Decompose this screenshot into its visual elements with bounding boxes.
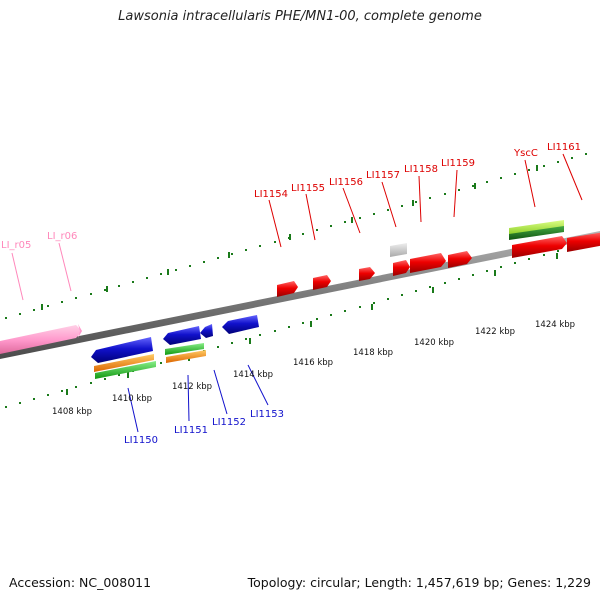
rna-track — [0, 324, 82, 355]
kbp-label: 1424 kbp — [535, 320, 575, 330]
label-LI1159[interactable]: LI1159 — [441, 158, 475, 169]
rna-feature[interactable] — [0, 325, 82, 355]
leader-LI_r06 — [58, 242, 72, 292]
plus-leader-lines — [268, 153, 583, 248]
label-LI1151[interactable]: LI1151 — [174, 425, 208, 436]
minus-strand-genes — [91, 315, 259, 379]
minus-leader-lines — [127, 364, 269, 433]
minus-gene-labels: LI1150 LI1151 LI1152 LI1153 — [124, 409, 284, 446]
label-LI1152[interactable]: LI1152 — [212, 417, 246, 428]
gene-LI1161[interactable] — [567, 232, 600, 252]
feature-green-b[interactable] — [165, 343, 204, 355]
kbp-label: 1414 kbp — [233, 370, 273, 380]
accession-text: Accession: NC_008011 — [9, 575, 152, 590]
tick-track-lower — [5, 242, 587, 408]
label-LI_r05[interactable]: LI_r05 — [1, 240, 31, 251]
gene-LI1158[interactable] — [410, 253, 446, 273]
kbp-label: 1412 kbp — [172, 382, 212, 392]
label-LI1155[interactable]: LI1155 — [291, 183, 325, 194]
rna-gene-labels: LI_r05 LI_r06 — [1, 231, 77, 251]
feature-orange-a[interactable] — [94, 354, 154, 372]
leader-LI1158 — [418, 175, 422, 223]
kbp-label: 1418 kbp — [353, 348, 393, 358]
leader-LI1155 — [305, 193, 316, 241]
kbp-label: 1422 kbp — [475, 327, 515, 337]
label-LI1158[interactable]: LI1158 — [404, 164, 438, 175]
label-LI_r06[interactable]: LI_r06 — [47, 231, 77, 242]
leader-LI1150 — [127, 387, 139, 433]
label-LI1156[interactable]: LI1156 — [329, 177, 363, 188]
kbp-label: 1416 kbp — [293, 358, 333, 368]
leader-LI1154 — [268, 199, 282, 248]
plus-strand-genes — [277, 220, 600, 297]
label-LI1150[interactable]: LI1150 — [124, 435, 158, 446]
leader-LI1161 — [562, 153, 583, 201]
gene-LI1154[interactable] — [277, 281, 298, 297]
leader-YscC — [524, 159, 536, 208]
rna-feature-tip[interactable] — [78, 324, 82, 338]
rna-leader-lines — [11, 242, 72, 301]
gene-LI1157[interactable] — [393, 260, 410, 276]
leader-LI1156 — [342, 187, 361, 234]
tick-track-upper — [5, 153, 587, 319]
gene-LI1155[interactable] — [313, 275, 331, 290]
genome-stats-text: Topology: circular; Length: 1,457,619 bp… — [247, 575, 591, 590]
label-YscC[interactable]: YscC — [513, 148, 538, 159]
leader-LI1159 — [453, 169, 458, 218]
feature-orange-b[interactable] — [166, 350, 206, 363]
feature-dark-green[interactable] — [509, 226, 564, 240]
label-LI1153[interactable]: LI1153 — [250, 409, 284, 420]
gene-YscC[interactable] — [512, 236, 567, 258]
leader-LI1151 — [187, 374, 190, 422]
leader-LI_r05 — [11, 252, 24, 301]
label-LI1157[interactable]: LI1157 — [366, 170, 400, 181]
gene-LI1151[interactable] — [163, 326, 201, 345]
gene-LI1152[interactable] — [200, 324, 213, 338]
gene-LI1150[interactable] — [91, 337, 153, 363]
gene-LI1153[interactable] — [222, 315, 259, 334]
feature-green-a[interactable] — [95, 361, 156, 379]
plus-gene-labels: LI1154 LI1155 LI1156 LI1157 LI1158 LI115… — [254, 142, 581, 200]
kbp-label: 1408 kbp — [52, 407, 92, 417]
kbp-label: 1410 kbp — [112, 394, 152, 404]
feature-lime[interactable] — [509, 220, 564, 235]
leader-LI1157 — [381, 181, 397, 228]
feature-gray[interactable] — [390, 243, 407, 257]
gene-LI1159[interactable] — [448, 251, 472, 268]
map-title: Lawsonia intracellularis PHE/MN1-00, com… — [118, 9, 482, 24]
kbp-scale-labels: 1408 kbp 1410 kbp 1412 kbp 1414 kbp 1416… — [52, 320, 575, 417]
kbp-label: 1420 kbp — [414, 338, 454, 348]
gene-LI1156[interactable] — [359, 267, 375, 281]
label-LI1161[interactable]: LI1161 — [547, 142, 581, 153]
label-LI1154[interactable]: LI1154 — [254, 189, 288, 200]
leader-LI1152 — [213, 369, 228, 415]
leader-LI1153 — [247, 364, 269, 406]
